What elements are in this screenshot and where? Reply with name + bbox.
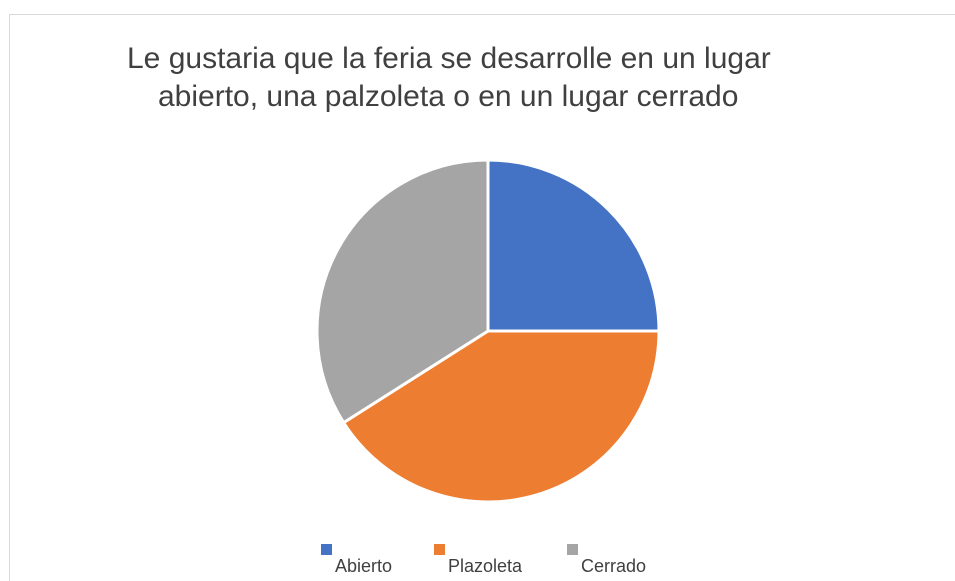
pie-slice [486, 158, 661, 333]
legend-swatch [434, 544, 445, 555]
legend-swatch [321, 544, 332, 555]
legend-label: Cerrado [581, 556, 646, 576]
legend-swatch [567, 544, 578, 555]
legend-label: Plazoleta [448, 556, 523, 576]
chart-title: Le gustaria que la feria se desarrolle e… [127, 42, 771, 113]
pie-slice [315, 158, 490, 425]
legend-label: Abierto [335, 556, 392, 576]
chart-border [9, 14, 955, 581]
